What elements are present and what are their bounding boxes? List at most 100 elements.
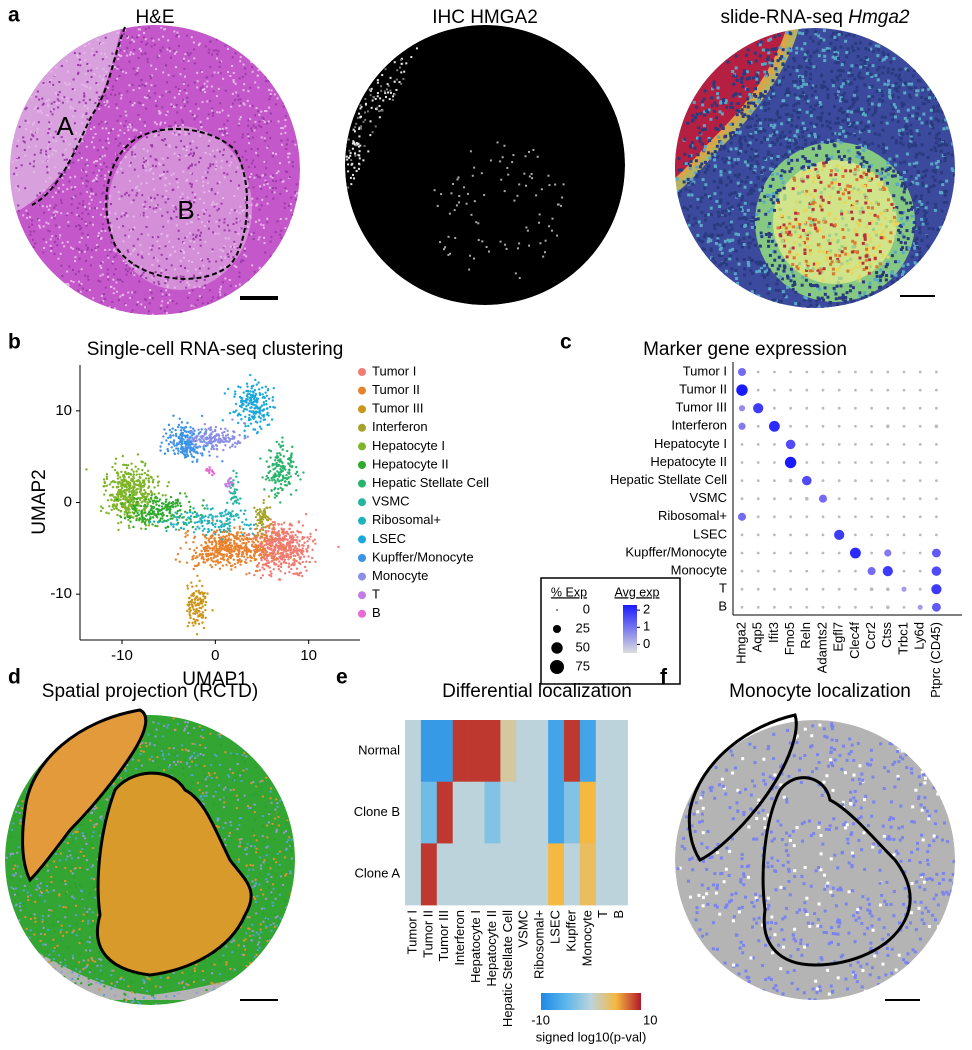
texture — [151, 263, 154, 266]
texture — [812, 195, 816, 199]
texture — [189, 142, 192, 145]
texture — [808, 252, 812, 256]
texture — [782, 223, 786, 227]
texture — [197, 44, 200, 47]
texture — [723, 135, 727, 139]
texture — [815, 299, 819, 303]
texture — [68, 265, 71, 268]
texture — [264, 173, 267, 176]
texture — [788, 222, 792, 226]
texture — [142, 214, 145, 217]
texture — [861, 184, 865, 188]
texture — [857, 155, 861, 159]
texture — [94, 160, 97, 163]
texture — [781, 99, 785, 103]
texture — [237, 232, 240, 235]
texture — [856, 188, 860, 192]
texture — [101, 155, 104, 158]
texture — [197, 128, 200, 131]
cell-point — [287, 562, 291, 565]
texture — [223, 245, 226, 248]
texture — [86, 163, 89, 166]
texture — [237, 124, 240, 127]
texture — [149, 246, 152, 249]
texture — [41, 103, 44, 106]
texture — [219, 255, 222, 258]
cell-point — [263, 536, 266, 540]
texture — [523, 172, 526, 175]
cell-point — [277, 523, 280, 526]
texture — [154, 257, 157, 260]
texture — [877, 88, 881, 92]
texture — [349, 176, 352, 179]
texture — [883, 209, 887, 213]
texture — [856, 54, 860, 58]
texture — [904, 178, 908, 182]
texture — [759, 127, 763, 131]
texture — [241, 155, 244, 158]
texture — [878, 58, 882, 62]
texture — [146, 42, 149, 45]
texture — [680, 168, 684, 172]
texture — [771, 192, 775, 196]
texture — [403, 70, 406, 73]
texture — [155, 207, 158, 210]
cell-point — [286, 538, 289, 541]
texture — [809, 114, 813, 118]
texture — [803, 220, 807, 224]
texture — [222, 77, 225, 80]
texture — [185, 286, 188, 289]
texture — [81, 114, 84, 117]
cell-point — [280, 523, 283, 526]
texture — [220, 60, 223, 63]
texture — [763, 103, 767, 107]
texture — [744, 150, 748, 154]
texture — [349, 152, 352, 155]
texture — [43, 83, 46, 86]
texture — [112, 85, 115, 88]
texture — [49, 244, 52, 247]
texture — [108, 63, 111, 66]
texture — [157, 55, 160, 58]
texture — [791, 149, 795, 153]
texture — [266, 221, 269, 224]
texture — [802, 165, 806, 169]
texture — [728, 170, 732, 174]
texture — [156, 56, 159, 59]
texture — [173, 30, 176, 33]
texture — [918, 251, 922, 255]
texture — [169, 253, 172, 256]
texture — [187, 84, 190, 87]
texture — [721, 98, 725, 102]
texture — [734, 249, 738, 253]
texture — [127, 236, 130, 239]
texture — [48, 177, 51, 180]
texture — [85, 158, 88, 161]
texture — [724, 225, 728, 229]
texture — [112, 292, 115, 295]
texture — [229, 75, 232, 78]
texture — [900, 101, 904, 105]
texture — [721, 221, 725, 225]
texture — [275, 172, 278, 175]
texture — [263, 236, 266, 239]
texture — [942, 190, 946, 194]
texture — [869, 47, 873, 51]
texture — [107, 105, 110, 108]
texture — [855, 89, 859, 93]
texture — [775, 130, 779, 134]
texture — [99, 274, 102, 277]
texture — [779, 135, 783, 139]
texture — [847, 228, 851, 232]
texture — [83, 250, 86, 253]
texture — [863, 237, 867, 241]
texture — [165, 268, 168, 271]
texture — [175, 103, 178, 106]
texture — [132, 244, 135, 247]
texture — [159, 49, 162, 52]
texture — [768, 287, 772, 291]
texture — [58, 80, 61, 83]
texture — [97, 245, 100, 248]
texture — [132, 67, 135, 70]
texture — [839, 45, 843, 49]
